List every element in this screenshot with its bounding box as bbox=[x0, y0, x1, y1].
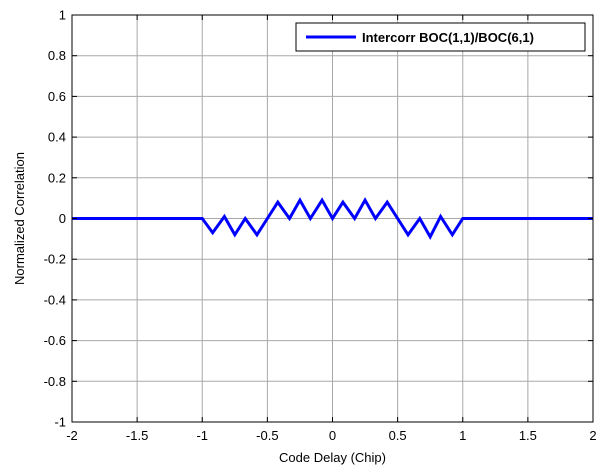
y-tick-label: -0.4 bbox=[44, 292, 66, 307]
x-tick-label: -1 bbox=[196, 428, 208, 443]
y-tick-label: -0.6 bbox=[44, 333, 66, 348]
y-tick-label: -0.2 bbox=[44, 252, 66, 267]
y-axis-label: Normalized Correlation bbox=[12, 152, 27, 285]
x-tick-label: 2 bbox=[589, 428, 596, 443]
x-tick-label: 0 bbox=[329, 428, 336, 443]
y-tick-label: 1 bbox=[59, 8, 66, 23]
y-tick-label: -0.8 bbox=[44, 374, 66, 389]
x-tick-label: 1.5 bbox=[519, 428, 537, 443]
series-line bbox=[72, 197, 593, 240]
y-tick-label: 0.4 bbox=[48, 130, 66, 145]
y-tick-label: 0.8 bbox=[48, 48, 66, 63]
legend: Intercorr BOC(1,1)/BOC(6,1) bbox=[295, 22, 586, 52]
x-axis-label: Code Delay (Chip) bbox=[279, 450, 386, 465]
axis-ticks bbox=[71, 14, 594, 423]
y-tick-label: -1 bbox=[54, 415, 66, 430]
x-tick-label: 1 bbox=[459, 428, 466, 443]
legend-box bbox=[295, 22, 586, 52]
x-tick-label: -1.5 bbox=[126, 428, 148, 443]
x-tick-label: -2 bbox=[66, 428, 78, 443]
x-tick-label: 0.5 bbox=[389, 428, 407, 443]
plot-lines bbox=[72, 197, 593, 240]
legend-entry-label: Intercorr BOC(1,1)/BOC(6,1) bbox=[362, 30, 534, 45]
y-tick-label: 0 bbox=[59, 211, 66, 226]
x-tick-label: -0.5 bbox=[256, 428, 278, 443]
y-tick-label: 0.2 bbox=[48, 170, 66, 185]
tick-labels: -2 -1.5 -1 -0.5 0 0.5 1 1.5 2 -1 -0.8 -0.6 -0.4 -0.2 0… bbox=[44, 8, 597, 444]
y-tick-label: 0.6 bbox=[48, 89, 66, 104]
